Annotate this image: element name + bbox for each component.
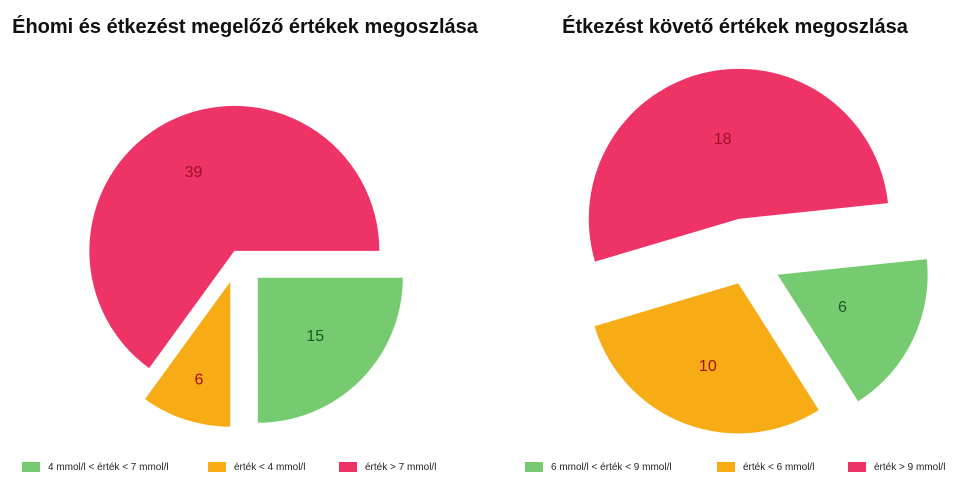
legend-label: 6 mmol/l < érték < 9 mmol/l bbox=[551, 461, 672, 473]
slice-value-label: 10 bbox=[699, 358, 717, 375]
legend: 4 mmol/l < érték < 7 mmol/l érték < 4 mm… bbox=[0, 459, 490, 477]
legend-item: érték > 9 mmol/l bbox=[848, 459, 945, 475]
chart-panel-right: Étkezést követő értékek megoszlása 6 10 18… bbox=[490, 0, 980, 489]
legend-swatch bbox=[22, 462, 40, 472]
legend-swatch bbox=[208, 462, 226, 472]
legend-label: 4 mmol/l < érték < 7 mmol/l bbox=[48, 461, 169, 473]
legend-swatch bbox=[848, 462, 866, 472]
pie-slice bbox=[257, 277, 403, 423]
legend-item: érték < 4 mmol/l bbox=[208, 459, 305, 475]
legend-swatch bbox=[717, 462, 735, 472]
pie-chart-left: 15 6 39 bbox=[89, 105, 403, 427]
chart-title: Étkezést követő értékek megoszlása bbox=[562, 16, 908, 38]
legend-swatch bbox=[525, 462, 543, 472]
legend-label: érték < 6 mmol/l bbox=[743, 461, 815, 473]
pie-chart-right: 6 10 18 bbox=[588, 68, 928, 434]
slice-value-label: 15 bbox=[306, 328, 324, 345]
legend-label: érték < 4 mmol/l bbox=[234, 461, 306, 473]
legend-item: 4 mmol/l < érték < 7 mmol/l bbox=[22, 459, 169, 475]
legend-item: érték < 6 mmol/l bbox=[717, 459, 814, 475]
pie-slice bbox=[145, 281, 231, 427]
slice-value-label: 18 bbox=[714, 131, 732, 148]
legend-label: érték > 7 mmol/l bbox=[365, 461, 437, 473]
pie-slice bbox=[777, 259, 928, 402]
pie-slice bbox=[588, 68, 888, 262]
legend-swatch bbox=[339, 462, 357, 472]
slice-value-label: 6 bbox=[194, 371, 203, 388]
chart-title: Éhomi és étkezést megelőző értékek megos… bbox=[12, 16, 478, 38]
legend: 6 mmol/l < érték < 9 mmol/l érték < 6 mm… bbox=[490, 459, 980, 477]
legend-label: érték > 9 mmol/l bbox=[874, 461, 946, 473]
legend-item: érték > 7 mmol/l bbox=[339, 459, 436, 475]
pie-slice bbox=[594, 283, 819, 434]
pie-slice bbox=[89, 105, 380, 369]
chart-panel-left: Éhomi és étkezést megelőző értékek megos… bbox=[0, 16, 490, 477]
slice-value-label: 6 bbox=[838, 299, 847, 316]
slice-value-label: 39 bbox=[185, 164, 203, 181]
legend-item: 6 mmol/l < érték < 9 mmol/l bbox=[525, 459, 672, 475]
